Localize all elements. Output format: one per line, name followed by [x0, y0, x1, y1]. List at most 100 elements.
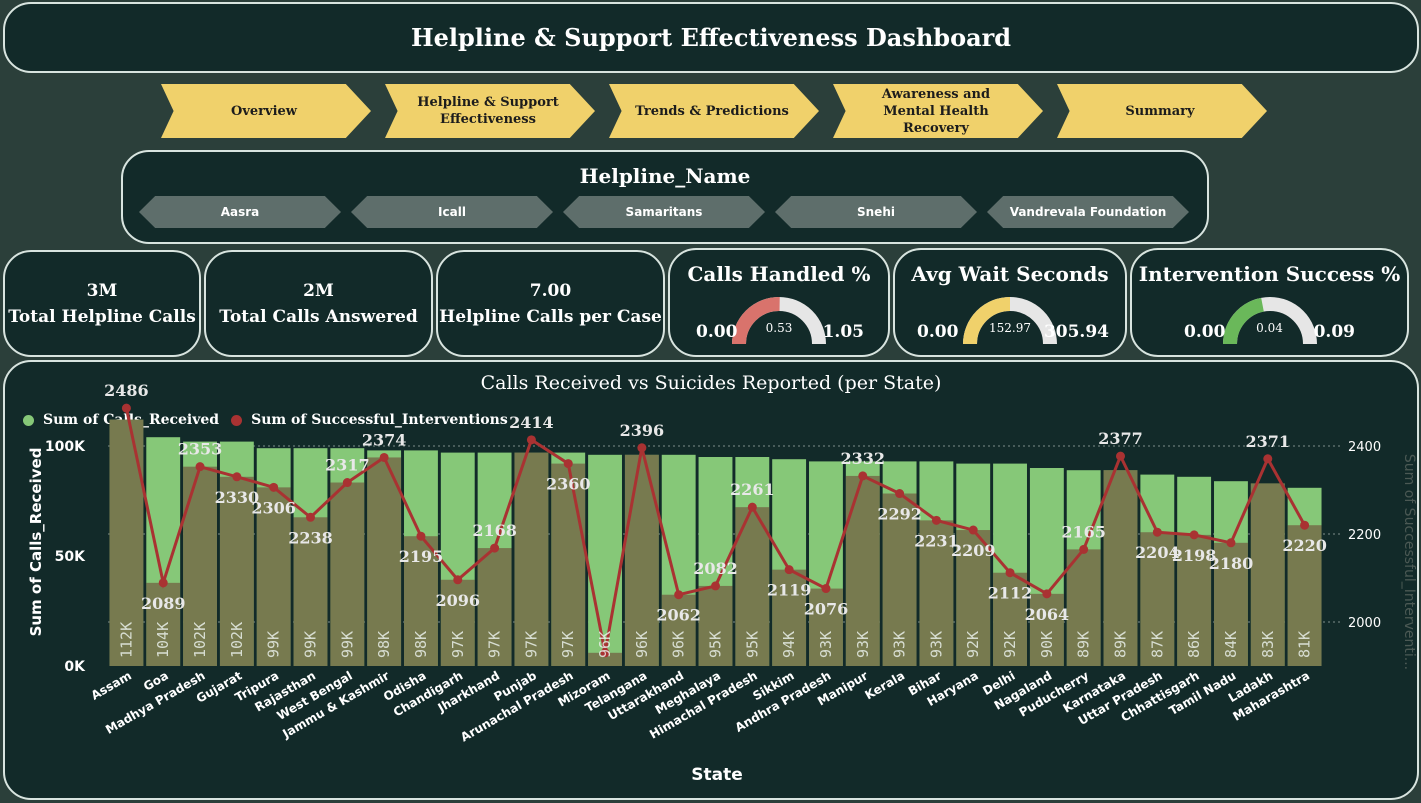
bar-overlay: [256, 487, 291, 666]
bar-value-label: 112K: [117, 622, 135, 658]
line-value-label: 2292: [877, 505, 922, 524]
line-point: [526, 435, 536, 445]
nav-helpline-effectiveness-button[interactable]: Helpline & Support Effectiveness: [385, 84, 595, 138]
gauge-max: 0.09: [1313, 322, 1355, 342]
gauge-arc: [732, 296, 826, 345]
gauge-calls-handled: Calls Handled % 0.53 0.00 1.05: [668, 248, 890, 357]
bar-value-label: 99K: [265, 631, 283, 658]
line-value-label: 2204: [1135, 543, 1180, 562]
kpi-calls-per-case: 7.00 Helpline Calls per Case: [436, 250, 665, 357]
line-value-label: 2330: [215, 488, 260, 507]
line-value-label: 2360: [546, 475, 591, 494]
bar-overlay: [219, 476, 254, 666]
gauge-min: 0.00: [696, 322, 738, 342]
chart-legend: Sum of Calls_Received Sum of Successful_…: [23, 412, 508, 428]
line-point: [416, 531, 426, 541]
gauge-fill: [732, 296, 780, 345]
bar-value-label: 81K: [1296, 631, 1314, 658]
title-bar: Helpline & Support Effectiveness Dashboa…: [3, 2, 1419, 73]
bar-value-label: 98K: [375, 631, 393, 658]
bar-overlay: [956, 530, 991, 666]
line-value-label: 2089: [141, 594, 186, 613]
line-value-label: 2332: [841, 449, 886, 468]
y2-tick-label: 2200: [1348, 528, 1381, 543]
bar-overlay: [1066, 549, 1101, 666]
kpi-total-calls: 3M Total Helpline Calls: [3, 250, 201, 357]
line-point: [858, 471, 868, 481]
bar-overlay: [993, 572, 1027, 666]
line-value-label: 2076: [804, 600, 849, 619]
gauge-title: Avg Wait Seconds: [911, 262, 1109, 286]
bar-overlay: [772, 569, 807, 666]
y2-tick-label: 2400: [1348, 440, 1381, 455]
bar-overlay: [882, 493, 917, 666]
bar-value-label: 96K: [596, 631, 614, 658]
line-value-label: 2261: [730, 480, 775, 499]
bar-overlay: [1140, 532, 1175, 666]
legend-calls-swatch: [23, 414, 34, 426]
line-point: [637, 443, 647, 453]
gauge-min: 0.00: [917, 322, 959, 342]
bar-overlay: [698, 585, 733, 666]
bar-overlay: [330, 482, 365, 666]
line-point: [1042, 589, 1052, 599]
gauge-title: Calls Handled %: [687, 262, 871, 286]
line-value-label: 2238: [288, 528, 333, 547]
bar-overlay: [1177, 534, 1212, 666]
line-value-label: 2096: [436, 591, 481, 610]
kpi-value: 3M: [86, 280, 118, 301]
line-value-label: 2231: [914, 531, 959, 550]
helpline-name-slicer: Helpline_Name Aasra Icall Samaritans Sne…: [121, 150, 1209, 244]
bar-value-label: 97K: [449, 631, 467, 658]
line-point: [158, 578, 168, 588]
line-value-label: 2371: [1246, 432, 1291, 451]
bar-value-label: 96K: [670, 631, 688, 658]
bar-value-label: 98K: [412, 631, 430, 658]
bar: [588, 454, 622, 666]
slicer-option-aasra[interactable]: Aasra: [139, 196, 341, 228]
combo-chart: 0K 50K 100K 2000 2200 2400 Sum of Calls_Receiv…: [27, 381, 1417, 785]
kpi-calls-answered: 2M Total Calls Answered: [204, 250, 433, 357]
line-point: [674, 590, 684, 600]
bar-value-label: 93K: [891, 631, 909, 658]
nav-overview-button[interactable]: Overview: [161, 84, 371, 138]
nav-trends-predictions-button[interactable]: Trends & Predictions: [609, 84, 819, 138]
slicer-option-samaritans[interactable]: Samaritans: [563, 196, 765, 228]
line-value-label: 2486: [104, 381, 149, 400]
bar-overlay: [588, 652, 622, 666]
slicer-option-icall[interactable]: Icall: [351, 196, 553, 228]
bar-value-label: 90K: [1038, 631, 1056, 658]
bar-overlay: [367, 457, 402, 666]
bar-overlay: [440, 579, 475, 666]
line-point: [1189, 530, 1199, 540]
line-point: [232, 472, 242, 482]
gauge-arc: [1222, 297, 1317, 345]
slicer-option-snehi[interactable]: Snehi: [775, 196, 977, 228]
y-axis-title: Sum of Calls_Received: [27, 448, 45, 637]
line-point: [121, 403, 131, 413]
gauge-fill: [963, 297, 1011, 345]
gauge-value: 0.53: [765, 321, 793, 335]
nav-awareness-recovery-button[interactable]: Awareness and Mental Health Recovery: [833, 84, 1043, 138]
bar-overlay: [809, 588, 843, 666]
nav-summary-button[interactable]: Summary: [1057, 84, 1267, 138]
bar-value-label: 97K: [522, 631, 540, 658]
bar-value-label: 99K: [338, 631, 356, 658]
bar-overlay: [146, 582, 181, 666]
bar-value-label: 102K: [228, 622, 246, 658]
line-point: [1263, 454, 1273, 464]
line-value-label: 2195: [399, 547, 444, 566]
bar-overlay: [1214, 542, 1248, 666]
combo-chart-card: Calls Received vs Suicides Reported (per…: [3, 360, 1419, 800]
gauge-title: Intervention Success %: [1138, 262, 1401, 286]
bar-overlay: [404, 536, 438, 666]
x-tick-label: Assam: [89, 668, 134, 702]
line-point: [931, 515, 941, 525]
bar-overlay: [551, 463, 586, 666]
line-point: [895, 489, 905, 499]
bar-value-label: 94K: [780, 631, 798, 658]
line-point: [453, 575, 463, 585]
slicer-option-vandrevala[interactable]: Vandrevala Foundation: [987, 196, 1189, 228]
line-value-label: 2220: [1282, 536, 1327, 555]
bar-overlay: [661, 594, 696, 666]
